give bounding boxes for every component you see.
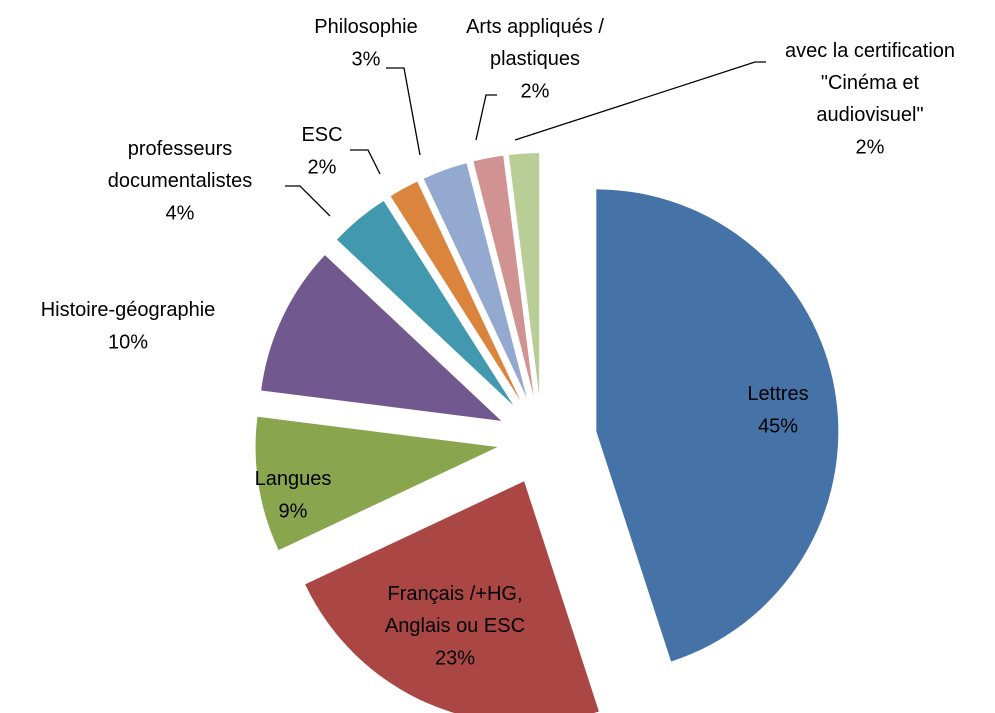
slice-label: Philosophie	[314, 16, 417, 38]
leader-line	[475, 94, 497, 141]
label-line: Lettres	[747, 383, 808, 405]
slice	[261, 255, 502, 421]
label-line: documentalistes	[108, 170, 253, 192]
label-line: Français /+HG,	[387, 583, 522, 605]
slices	[255, 153, 839, 713]
value-label: 2%	[308, 156, 337, 178]
slice	[423, 163, 527, 398]
leader-line	[350, 149, 381, 175]
slice-label: avec la certification "Cinéma et audiovisu…	[785, 40, 955, 126]
slice-label: Langues	[255, 468, 332, 490]
slice	[255, 416, 498, 551]
value-label: 2%	[856, 136, 885, 158]
leader-line	[386, 67, 421, 156]
leader-lines	[285, 61, 766, 217]
slice-label: ESC	[301, 124, 342, 146]
label-line: Philosophie	[314, 16, 417, 38]
label-line: ESC	[301, 124, 342, 146]
value-label: 4%	[166, 202, 195, 224]
value-label: 3%	[352, 48, 381, 70]
slice	[508, 153, 540, 396]
label-line: Anglais ou ESC	[385, 615, 525, 637]
label-line: professeurs	[128, 138, 233, 160]
label-line: avec la certification	[785, 40, 955, 62]
leader-line	[514, 61, 766, 141]
slice-label: Lettres	[747, 383, 808, 405]
slice-label: professeurs documentalistes	[108, 138, 253, 192]
label-line: Arts appliqués /	[466, 16, 604, 38]
slice-label: Histoire-géographie	[41, 299, 216, 321]
value-label: 9%	[279, 500, 308, 522]
value-label: 23%	[435, 647, 475, 669]
label-line: "Cinéma et	[821, 72, 920, 94]
label-line: audiovisuel"	[816, 104, 923, 126]
slice-label: Arts appliqués / plastiques	[466, 16, 604, 70]
slice	[336, 200, 514, 406]
value-label: 45%	[758, 415, 798, 437]
label-line: plastiques	[490, 48, 580, 70]
slice	[390, 181, 521, 401]
leader-line	[285, 185, 331, 217]
value-label: 2%	[521, 80, 550, 102]
label-line: Langues	[255, 468, 332, 490]
label-line: Histoire-géographie	[41, 299, 216, 321]
slice	[473, 155, 534, 396]
slice	[596, 189, 839, 662]
slice	[305, 481, 599, 713]
slice-label: Français /+HG, Anglais ou ESC	[385, 583, 525, 637]
value-label: 10%	[108, 331, 148, 353]
